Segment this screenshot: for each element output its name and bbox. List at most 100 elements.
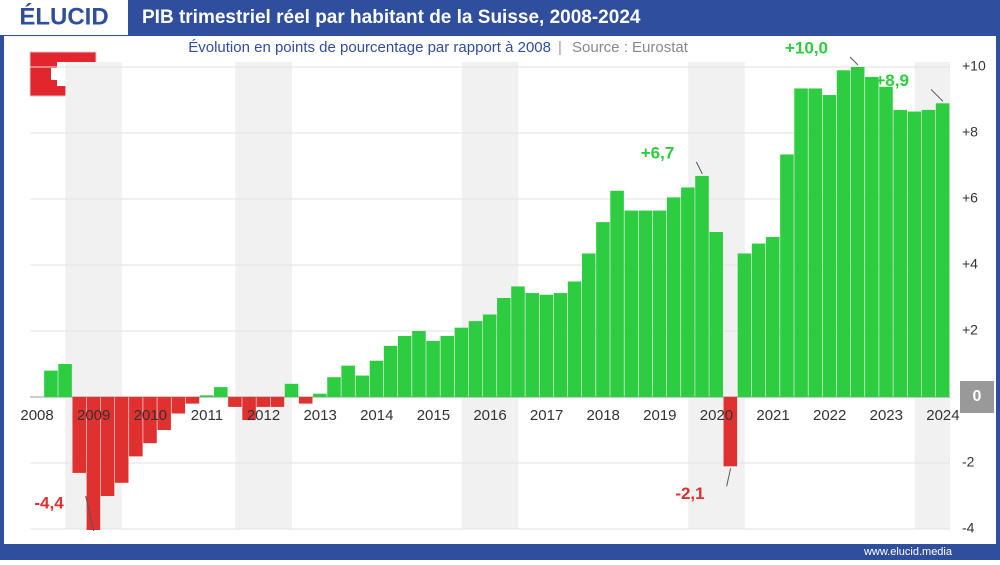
- x-tick-label: 2014: [360, 407, 393, 424]
- label-leader: [726, 468, 732, 487]
- x-tick-label: 2018: [587, 407, 620, 424]
- separator: |: [558, 39, 562, 56]
- label-leader: [695, 161, 703, 175]
- x-tick-label: 2015: [417, 407, 450, 424]
- y-tick-label: -2: [962, 454, 975, 470]
- bar: [185, 397, 200, 404]
- bar: [72, 397, 87, 473]
- data-label: -4,4: [34, 493, 64, 512]
- y-tick-label: +2: [962, 322, 978, 338]
- bar: [482, 314, 497, 397]
- bar: [582, 253, 596, 397]
- x-tick-label: 2023: [870, 407, 903, 424]
- bar: [143, 397, 157, 444]
- bar: [199, 395, 214, 397]
- bar: [242, 397, 256, 421]
- y-tick-label: +8: [962, 124, 978, 140]
- x-tick-label: 2012: [247, 407, 280, 424]
- x-tick-label: 2020: [700, 407, 733, 424]
- bar: [157, 397, 171, 430]
- bar: [412, 331, 426, 397]
- chart-title: PIB trimestriel réel par habitant de la …: [142, 7, 641, 28]
- x-tick-label: 2016: [473, 407, 506, 424]
- y-tick-label: 0: [973, 388, 982, 405]
- bar: [836, 70, 851, 398]
- subtitle: Évolution en points de pourcentage par r…: [188, 39, 551, 56]
- bar: [468, 321, 483, 397]
- y-tick-label: +4: [962, 256, 978, 272]
- bar: [327, 377, 341, 397]
- bar: [214, 387, 228, 397]
- bar: [369, 360, 384, 397]
- x-tick-label: 2024: [926, 407, 959, 424]
- bar: [171, 397, 186, 414]
- data-label: +6,7: [641, 143, 675, 162]
- x-tick-label: 2011: [191, 407, 223, 424]
- bar: [596, 222, 610, 397]
- bar: [511, 286, 525, 397]
- bar: [893, 109, 907, 398]
- bar: [228, 397, 242, 407]
- bar: [100, 397, 115, 496]
- y-tick-label: +10: [962, 58, 986, 74]
- bar: [114, 397, 129, 483]
- bar: [58, 364, 72, 397]
- footer: www.elucid.media: [863, 546, 953, 558]
- data-label: -2,1: [675, 484, 704, 503]
- bar: [709, 232, 723, 397]
- bar: [553, 293, 568, 397]
- bar: [284, 383, 299, 397]
- bar: [567, 281, 582, 397]
- bar: [525, 293, 539, 397]
- bar: [695, 175, 709, 397]
- bar: [624, 210, 639, 397]
- bar: [907, 111, 922, 398]
- x-tick-label: 2013: [303, 407, 336, 424]
- bar: [44, 370, 58, 397]
- bar: [794, 88, 808, 397]
- x-tick-label: 2021: [756, 407, 789, 424]
- bar: [723, 397, 738, 467]
- bar: [539, 294, 554, 397]
- label-leader: [930, 88, 944, 102]
- bar: [454, 327, 469, 397]
- bar: [610, 190, 624, 397]
- zero-box: [960, 381, 994, 413]
- bar: [313, 393, 327, 397]
- data-label: +8,9: [875, 71, 909, 90]
- bar: [426, 340, 440, 397]
- bar: [638, 210, 653, 397]
- x-tick-label: 2022: [813, 407, 846, 424]
- bar: [270, 397, 285, 407]
- bar: [256, 397, 271, 407]
- bar: [666, 197, 681, 397]
- bar: [766, 236, 780, 397]
- bar: [86, 397, 101, 530]
- y-tick-label: -4: [962, 520, 975, 536]
- x-tick-label: 2009: [77, 407, 110, 424]
- bar: [879, 86, 893, 398]
- bar: [129, 397, 143, 457]
- bar: [751, 243, 766, 397]
- x-tick-label: 2008: [20, 407, 53, 424]
- label-leader: [85, 495, 95, 532]
- bar: [341, 365, 355, 397]
- bar: [652, 210, 667, 397]
- x-tick-label: 2017: [530, 407, 563, 424]
- bar: [737, 253, 752, 397]
- bar: [355, 375, 370, 397]
- logo: ÉLUCID: [19, 2, 108, 30]
- bar: [935, 103, 950, 398]
- bar: [681, 187, 695, 397]
- x-tick-label: 2010: [134, 407, 167, 424]
- source: Source : Eurostat: [572, 39, 689, 56]
- bar: [298, 397, 313, 404]
- year-band: [461, 62, 519, 529]
- label-leader: [849, 56, 859, 66]
- bar: [808, 88, 823, 397]
- bar: [383, 345, 398, 397]
- bar: [850, 67, 865, 397]
- x-tick-label: 2019: [643, 407, 676, 424]
- bar: [921, 109, 936, 398]
